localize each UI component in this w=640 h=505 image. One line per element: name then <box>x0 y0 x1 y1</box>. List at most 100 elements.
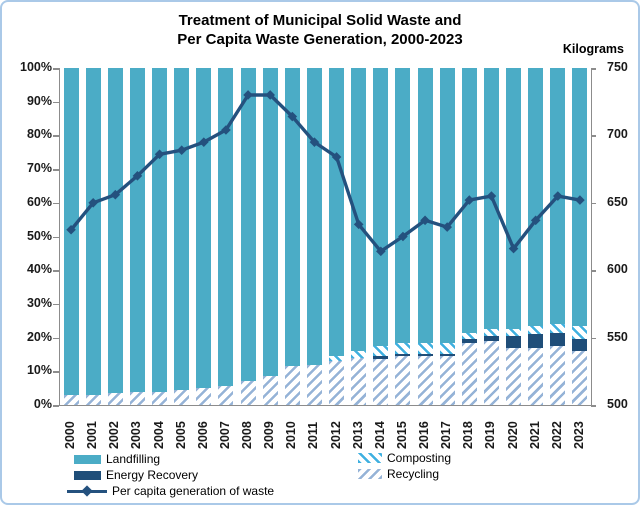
bar-slot-2013 <box>348 68 370 405</box>
stacked-bar-2015 <box>395 68 411 405</box>
bar-slot-2017 <box>436 68 458 405</box>
per-capita-line <box>66 90 585 257</box>
right-axis-tick-700: 700 <box>607 127 628 142</box>
stacked-bar-2003 <box>129 68 145 405</box>
stacked-bar-2016 <box>417 68 433 405</box>
recycling-segment-2006 <box>196 388 212 405</box>
x-axis-tick-2005: 2005 <box>173 421 188 449</box>
landfilling-segment-2009 <box>262 68 278 377</box>
bar-slot-2006 <box>193 68 215 405</box>
recycling-segment-2018 <box>461 342 477 405</box>
energy-recovery-segment-2023 <box>572 339 588 352</box>
diamond-marker-icon <box>81 485 93 497</box>
energy-recovery-segment-2015 <box>395 354 411 357</box>
x-axis-tick-2008: 2008 <box>240 421 255 449</box>
energy-recovery-segment-2016 <box>417 354 433 357</box>
legend-label-recycling: Recycling <box>387 467 440 481</box>
left-axis-tick-30%: 30% <box>26 295 52 310</box>
diamond-marker-2004 <box>154 149 165 160</box>
x-axis-tick-2021: 2021 <box>527 421 542 449</box>
diamond-marker-2009 <box>265 90 275 100</box>
x-axis-tick-2001: 2001 <box>85 421 100 449</box>
recycling-segment-2023 <box>572 351 588 405</box>
landfilling-segment-2007 <box>218 68 234 387</box>
energy-recovery-swatch-icon <box>74 470 101 480</box>
composting-segment-2017 <box>439 342 455 355</box>
bar-slot-2020 <box>503 68 525 405</box>
bar-slot-2015 <box>392 68 414 405</box>
x-axis-tick-2015: 2015 <box>394 421 409 449</box>
left-axis-tick-20%: 20% <box>26 329 52 344</box>
stacked-bar-2001 <box>85 68 101 405</box>
landfilling-segment-2015 <box>395 68 411 343</box>
stacked-bar-2014 <box>373 68 389 405</box>
legend-item-recycling: Recycling <box>358 467 439 481</box>
diamond-marker-2008 <box>243 90 253 100</box>
stacked-bar-2017 <box>439 68 455 405</box>
per-capita-line-swatch-icon <box>67 484 107 498</box>
right-axis-tick-550: 550 <box>607 329 628 344</box>
energy-recovery-segment-2022 <box>550 332 566 346</box>
right-axis-tick-500: 500 <box>607 397 628 411</box>
recycling-swatch-icon <box>358 469 382 479</box>
recycling-segment-2005 <box>174 389 190 405</box>
bar-slot-2010 <box>281 68 303 405</box>
composting-segment-2016 <box>417 342 433 355</box>
x-axis-tick-2019: 2019 <box>483 421 498 449</box>
diamond-marker-2017 <box>442 222 452 232</box>
x-axis-tick-2012: 2012 <box>328 421 343 449</box>
diamond-marker-2001 <box>88 198 98 208</box>
energy-recovery-segment-2020 <box>506 335 522 348</box>
x-axis-tick-2009: 2009 <box>262 421 277 449</box>
landfilling-segment-2016 <box>417 68 433 343</box>
landfilling-segment-2001 <box>85 68 101 395</box>
recycling-segment-2009 <box>262 376 278 405</box>
left-axis-tick-10%: 10% <box>26 363 52 378</box>
landfilling-swatch-icon <box>74 454 101 464</box>
landfilling-segment-2012 <box>329 68 345 357</box>
stacked-bar-2007 <box>218 68 234 405</box>
landfilling-segment-2002 <box>107 68 123 394</box>
legend-item-landfilling: Landfilling <box>74 452 160 466</box>
energy-recovery-segment-2014 <box>373 356 389 360</box>
x-axis-tick-2003: 2003 <box>129 421 144 449</box>
landfilling-segment-2017 <box>439 68 455 343</box>
recycling-segment-2011 <box>306 364 322 405</box>
diamond-marker-2019 <box>486 191 497 201</box>
per-capita-polyline <box>69 93 581 254</box>
energy-recovery-segment-2017 <box>439 354 455 357</box>
bar-slot-2012 <box>326 68 348 405</box>
stacked-bar-2006 <box>196 68 212 405</box>
x-axis-tick-2020: 2020 <box>505 421 520 449</box>
landfilling-segment-2010 <box>284 68 300 367</box>
chart-title: Treatment of Municipal Solid Waste and P… <box>2 12 638 50</box>
x-axis-tick-2022: 2022 <box>549 421 564 449</box>
left-axis-tick-90%: 90% <box>26 93 52 108</box>
composting-segment-2020 <box>506 329 522 336</box>
x-axis-tick-2016: 2016 <box>417 421 432 449</box>
plot-area <box>59 68 592 406</box>
stacked-bar-2009 <box>262 68 278 405</box>
x-axis-tick-2014: 2014 <box>372 421 387 449</box>
recycling-segment-2001 <box>85 394 101 405</box>
x-axis-tick-2000: 2000 <box>63 421 78 449</box>
recycling-segment-2019 <box>483 340 499 405</box>
diamond-marker-2005 <box>176 145 187 156</box>
bar-slot-2003 <box>126 68 148 405</box>
recycling-segment-2017 <box>439 356 455 405</box>
recycling-segment-2002 <box>107 393 123 405</box>
diamond-marker-2016 <box>420 215 430 226</box>
left-axis-tick-80%: 80% <box>26 127 52 142</box>
right-axis-labels: 500 550 600 650 700 750 <box>599 60 637 411</box>
recycling-segment-2016 <box>417 356 433 405</box>
diamond-marker-2020 <box>508 243 519 254</box>
stacked-bar-2008 <box>240 68 256 405</box>
left-axis-tick-0%: 0% <box>33 397 52 411</box>
bar-slot-2009 <box>259 68 281 405</box>
stacked-bar-2002 <box>107 68 123 405</box>
composting-segment-2012 <box>329 356 345 362</box>
x-axis-tick-2011: 2011 <box>306 421 321 449</box>
diamond-marker-2023 <box>575 195 585 205</box>
recycling-segment-2003 <box>129 391 145 405</box>
legend-label-composting: Composting <box>387 451 452 465</box>
